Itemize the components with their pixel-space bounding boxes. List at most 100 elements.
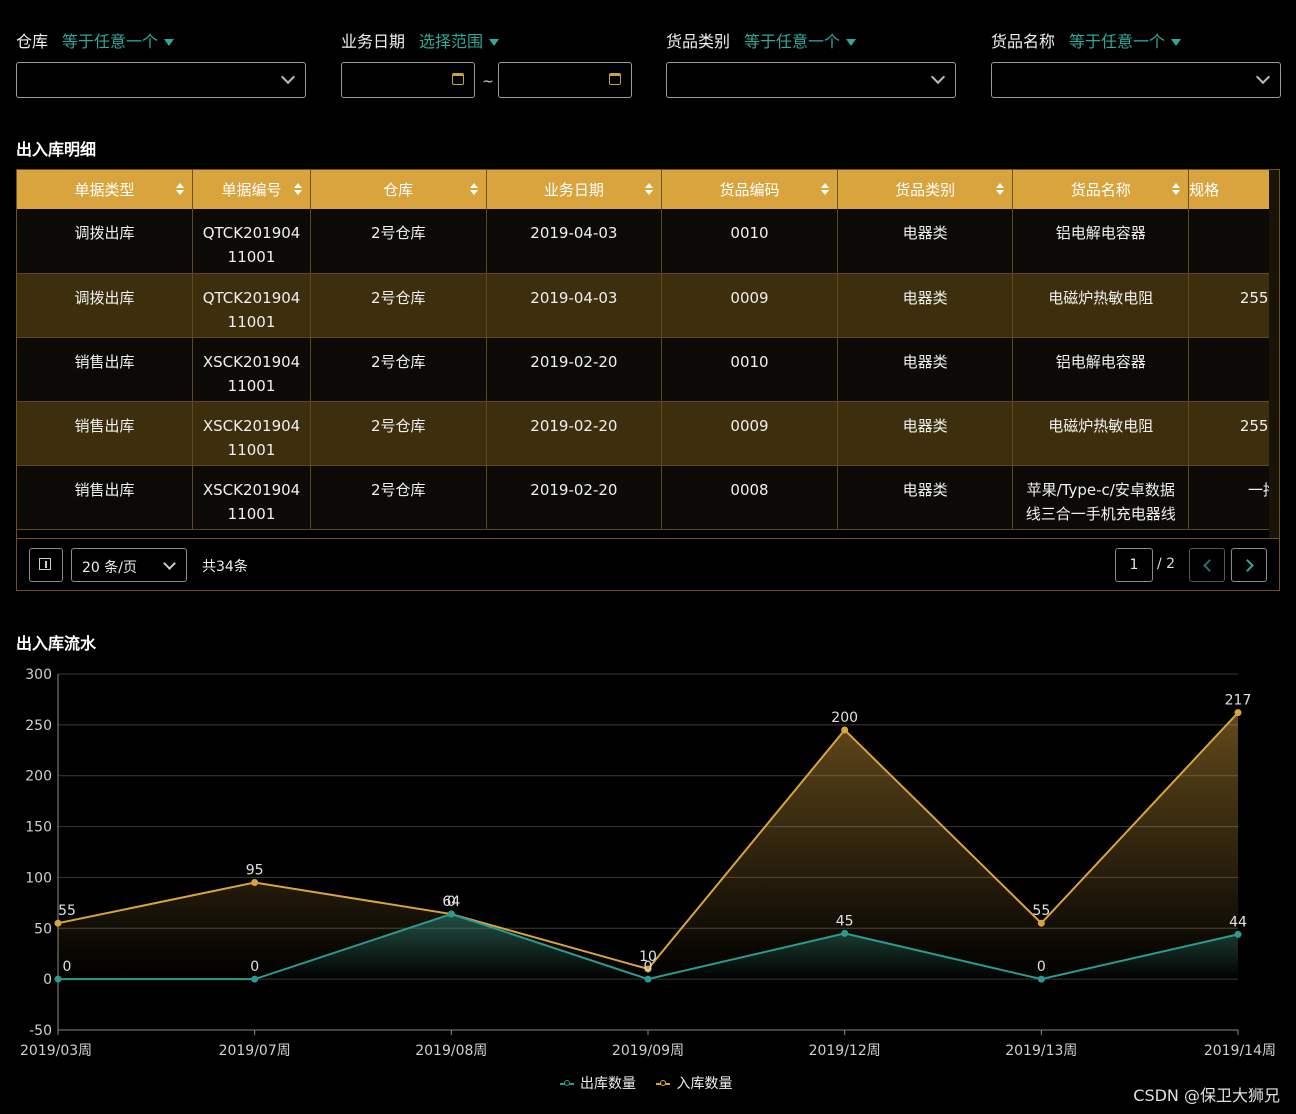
date-end-input[interactable]: [498, 62, 632, 98]
filter-2: 货品类别 等于任意一个: [666, 28, 958, 104]
filter-operator-dropdown[interactable]: 等于任意一个: [1069, 28, 1182, 52]
sort-icon[interactable]: [820, 183, 829, 195]
x-tick-label: 2019/12周: [809, 1043, 881, 1059]
table-row[interactable]: 销售出库 XSCK201904 11001 2号仓库 2019-02-20 0008 电器…: [17, 465, 1279, 530]
table-cell: XSCK201904 11001: [192, 337, 312, 402]
columns-icon: [39, 558, 51, 570]
watermark: CSDN @保卫大狮兄: [1133, 1086, 1280, 1105]
table-cell: 电器类: [837, 401, 1014, 466]
column-settings-button[interactable]: [29, 548, 63, 582]
data-point: [251, 879, 259, 887]
column-header[interactable]: 业务日期: [486, 170, 663, 209]
legend-marker-icon: [560, 1080, 574, 1086]
column-header[interactable]: 货品名称: [1012, 170, 1190, 209]
x-tick-label: 2019/07周: [219, 1043, 291, 1059]
column-header[interactable]: 单据编号: [192, 170, 312, 209]
table-row[interactable]: 调拨出库 QTCK201904 11001 2号仓库 2019-04-03 0009 电器…: [17, 273, 1279, 338]
legend-item-outbound[interactable]: 出库数量: [560, 1076, 636, 1092]
table-cell: 2019-02-20: [486, 465, 663, 530]
y-tick-label: 250: [25, 718, 52, 734]
next-page-button[interactable]: [1231, 548, 1267, 582]
data-point: [644, 975, 652, 983]
caret-down-icon: [489, 39, 500, 46]
sort-icon[interactable]: [176, 183, 185, 195]
table-cell: 0010: [661, 209, 838, 274]
filter-3: 货品名称 等于任意一个: [991, 28, 1283, 104]
y-tick-label: 100: [25, 870, 52, 886]
total-count: 共34条: [202, 559, 248, 575]
table-vertical-scrollbar[interactable]: [1269, 170, 1279, 538]
table-cell: 调拨出库: [17, 273, 194, 338]
data-point: [1037, 919, 1045, 927]
calendar-icon: [452, 73, 464, 85]
detail-table: 单据类型 单据编号 仓库 业务日期 货品编码 货品类别 货品名称 规格 调拨出库 QTCK201…: [16, 169, 1280, 591]
filter-operator-dropdown[interactable]: 选择范围: [419, 28, 500, 52]
filter-select[interactable]: [16, 62, 306, 98]
table-cell: 电磁炉热敏电阻: [1012, 273, 1190, 338]
chevron-down-icon: [1255, 69, 1271, 85]
table-cell: 销售出库: [17, 465, 194, 530]
sort-icon[interactable]: [294, 183, 303, 195]
sort-icon[interactable]: [469, 183, 478, 195]
table-row[interactable]: 调拨出库 QTCK201904 11001 2号仓库 2019-04-03 0010 电器…: [17, 209, 1279, 274]
table-cell: XSCK201904 11001: [192, 401, 312, 466]
x-tick-label: 2019/13周: [1005, 1043, 1077, 1059]
chevron-down-icon: [163, 557, 176, 570]
sort-icon[interactable]: [996, 183, 1005, 195]
table-cell: 1: [1188, 337, 1279, 402]
filter-operator-dropdown[interactable]: 等于任意一个: [62, 28, 175, 52]
column-header[interactable]: 单据类型: [17, 170, 194, 209]
table-cell: 销售出库: [17, 337, 194, 402]
table-cell: 电器类: [837, 209, 1014, 274]
filter-operator-dropdown[interactable]: 等于任意一个: [744, 28, 857, 52]
y-tick-label: 0: [43, 972, 52, 988]
table-cell: 2号仓库: [310, 209, 487, 274]
x-tick-label: 2019/14周: [1204, 1043, 1276, 1059]
table-row[interactable]: 销售出库 XSCK201904 11001 2号仓库 2019-02-20 0009 电器…: [17, 401, 1279, 466]
sort-icon[interactable]: [1172, 183, 1181, 195]
table-cell: 销售出库: [17, 401, 194, 466]
chart-legend: 出库数量 入库数量: [560, 1073, 748, 1093]
data-label: 0: [644, 959, 653, 975]
column-header[interactable]: 仓库: [310, 170, 487, 209]
x-tick-label: 2019/03周: [20, 1043, 92, 1059]
page-size-select[interactable]: 20 条/页: [71, 548, 187, 582]
filter-select[interactable]: [666, 62, 956, 98]
data-label: 95: [246, 863, 264, 879]
table-row[interactable]: 销售出库 XSCK201904 11001 2号仓库 2019-02-20 0010 电器…: [17, 337, 1279, 402]
series-area: [58, 914, 1238, 980]
sort-icon[interactable]: [645, 183, 654, 195]
data-label: 0: [250, 959, 259, 975]
filter-label: 货品类别: [666, 32, 731, 51]
column-header[interactable]: 货品类别: [837, 170, 1014, 209]
filter-select[interactable]: [991, 62, 1281, 98]
column-header[interactable]: 规格: [1188, 170, 1279, 209]
table-cell: 苹果/Type-c/安卓数据线三合一手机充电器线: [1012, 465, 1190, 530]
chevron-left-icon: [1203, 559, 1216, 572]
table-cell: 0009: [661, 401, 838, 466]
filter-label: 业务日期: [341, 32, 406, 51]
caret-down-icon: [164, 39, 175, 46]
date-range-separator: ~: [482, 74, 494, 90]
legend-item-inbound[interactable]: 入库数量: [656, 1076, 732, 1092]
data-label: 64: [442, 894, 460, 910]
y-tick-label: 200: [25, 769, 52, 785]
column-header[interactable]: 货品编码: [661, 170, 838, 209]
data-label: 55: [58, 903, 76, 919]
date-start-input[interactable]: [341, 62, 475, 98]
current-page-input[interactable]: 1: [1115, 548, 1153, 582]
y-tick-label: 150: [25, 820, 52, 836]
caret-down-icon: [846, 39, 857, 46]
filter-0: 仓库 等于任意一个: [16, 28, 308, 104]
table-cell: 2号仓库: [310, 337, 487, 402]
data-point: [841, 929, 849, 937]
calendar-icon: [609, 73, 621, 85]
data-label: 10: [639, 949, 657, 965]
table-cell: 2019-04-03: [486, 209, 663, 274]
chevron-right-icon: [1241, 559, 1254, 572]
prev-page-button[interactable]: [1189, 548, 1225, 582]
page-count: / 2: [1157, 556, 1176, 572]
table-cell: QTCK201904 11001: [192, 209, 312, 274]
table-cell: 电磁炉热敏电阻: [1012, 401, 1190, 466]
filter-label: 货品名称: [991, 32, 1056, 51]
